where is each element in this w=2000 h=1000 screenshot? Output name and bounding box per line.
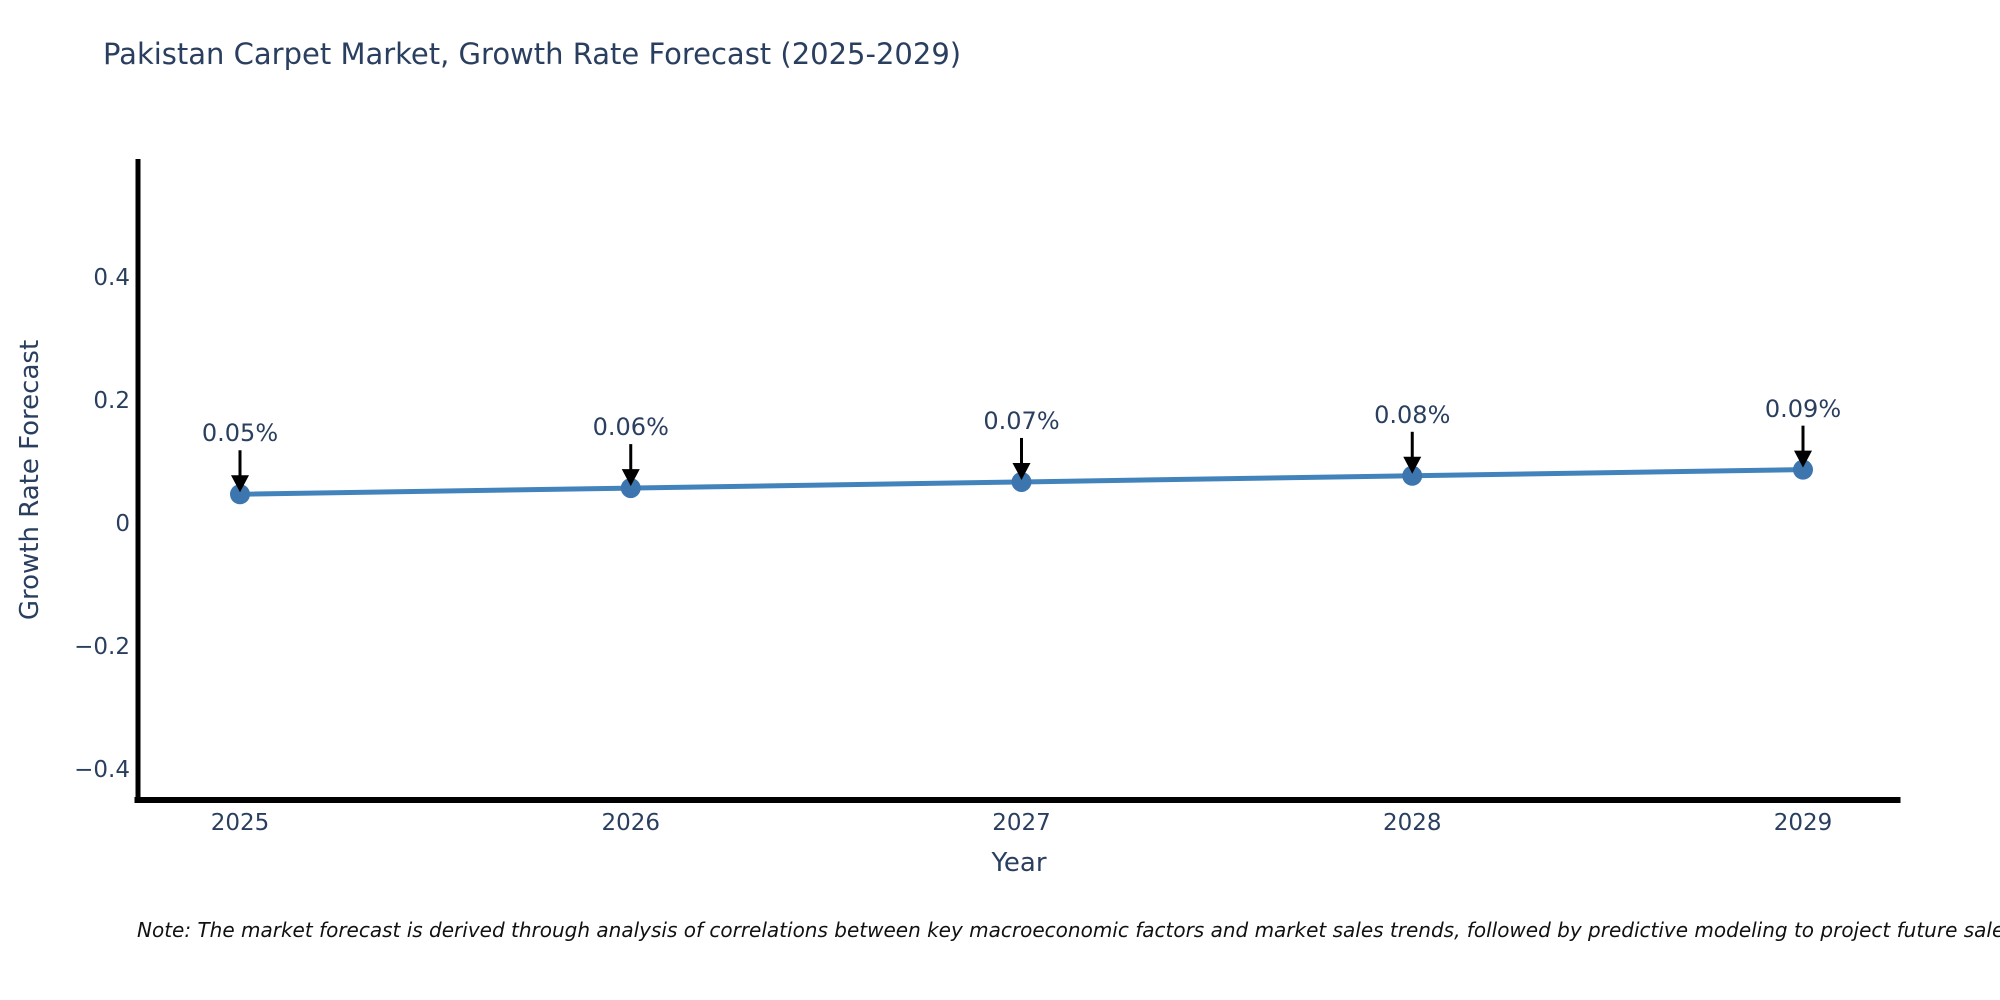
y-axis-line bbox=[135, 159, 141, 803]
data-point-marker bbox=[230, 484, 250, 505]
annotation-arrow-head bbox=[231, 475, 249, 493]
point-annotation-label: 0.05% bbox=[201, 419, 279, 448]
data-point-marker bbox=[1011, 471, 1032, 492]
annotation-arrow-head bbox=[621, 469, 640, 487]
annotation-arrow-head bbox=[1403, 456, 1422, 474]
y-tick-label: −0.2 bbox=[74, 634, 130, 660]
point-annotation-label: 0.08% bbox=[1374, 400, 1451, 429]
chart-title: Pakistan Carpet Market, Growth Rate Fore… bbox=[103, 37, 962, 71]
point-annotation-label: 0.09% bbox=[1764, 394, 1842, 423]
data-point-marker bbox=[620, 478, 641, 499]
y-tick-label: 0.2 bbox=[93, 388, 130, 414]
footnote: Note: The market forecast is derived thr… bbox=[137, 918, 2000, 942]
annotation-arrow-head bbox=[1012, 462, 1031, 480]
point-annotation-label: 0.06% bbox=[592, 413, 669, 442]
x-tick-label: 2028 bbox=[1382, 810, 1442, 836]
y-tick-label: −0.4 bbox=[74, 757, 130, 783]
data-point-marker bbox=[1402, 465, 1423, 486]
x-tick-label: 2027 bbox=[992, 810, 1051, 836]
y-tick-label: 0.4 bbox=[93, 265, 130, 291]
annotation-arrow-head bbox=[1794, 450, 1812, 468]
point-annotation-label: 0.07% bbox=[983, 406, 1060, 435]
x-tick-label: 2025 bbox=[210, 810, 270, 836]
x-axis-title: Year bbox=[991, 848, 1047, 878]
x-tick-label: 2026 bbox=[601, 810, 661, 836]
x-tick-label: 2029 bbox=[1773, 810, 1833, 836]
y-tick-label: 0 bbox=[115, 511, 130, 537]
x-axis-line bbox=[134, 797, 1901, 803]
data-point-marker bbox=[1793, 459, 1813, 480]
